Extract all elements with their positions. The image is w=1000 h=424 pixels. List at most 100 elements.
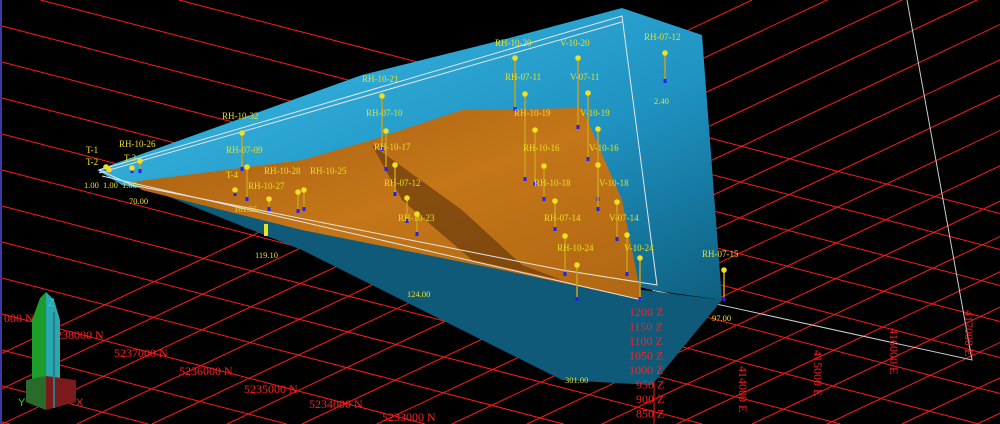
drillhole-collar[interactable] (562, 233, 568, 239)
drillhole-collar[interactable] (522, 91, 528, 97)
drillhole-collar[interactable] (295, 189, 301, 195)
grid-line (2, 205, 841, 424)
drillhole-collar[interactable] (575, 55, 581, 61)
assay-interval (302, 207, 306, 211)
drillhole-collar[interactable] (392, 162, 398, 168)
northing-label: 5233000 N (382, 410, 436, 424)
assay-interval (267, 207, 271, 211)
axis-x-label: X (76, 397, 84, 409)
depth-value-label: 1.00 (84, 180, 99, 190)
northing-label: 5235000 N (244, 382, 298, 396)
drillhole-collar[interactable] (574, 262, 580, 268)
easting-label: 417000 E (962, 310, 976, 356)
drillhole-collar[interactable] (232, 187, 238, 193)
assay-interval (296, 209, 300, 213)
drillhole-collar[interactable] (532, 127, 538, 133)
drillhole-collar[interactable] (541, 163, 547, 169)
drillhole-collar[interactable] (662, 50, 668, 56)
drillhole-label: RH-07-14 (544, 213, 581, 223)
assay-interval (638, 297, 642, 301)
easting-label: 414000 E (736, 366, 750, 412)
elevation-label: 1000 Z (629, 363, 663, 377)
drillhole-collar[interactable] (244, 164, 250, 170)
assay-interval (542, 197, 546, 201)
axis-y-label: Y (18, 397, 26, 409)
assay-interval (615, 237, 619, 241)
drillhole-collar[interactable] (637, 255, 643, 261)
drillhole-collar[interactable] (414, 211, 420, 217)
drillhole-label: V-10-24 (624, 243, 654, 253)
axis-z-label: Z (48, 297, 55, 309)
grid-line (676, 271, 1000, 424)
drillhole-collar[interactable] (266, 196, 272, 202)
drillhole-collar[interactable] (379, 93, 385, 99)
drillhole-label: RH-07-12 (384, 178, 421, 188)
assay-interval (513, 107, 517, 111)
drillhole-collar[interactable] (137, 158, 143, 164)
grid-line (2, 241, 703, 424)
drillhole-collar[interactable] (404, 195, 410, 201)
northing-label: 5236000 N (179, 364, 233, 378)
depth-value-label: 124.00 (407, 289, 430, 299)
grid-line (901, 377, 1000, 424)
drillhole-collar[interactable] (721, 267, 727, 273)
drillhole-label: V-10-20 (560, 38, 590, 48)
northing-label: 5234000 N (309, 397, 363, 411)
grid-line (751, 306, 1000, 424)
bounding-box-edge (651, 0, 973, 361)
depth-value-label: 70.00 (129, 196, 148, 206)
drillhole-label: V-10-18 (599, 178, 629, 188)
elevation-label: 1200 Z (629, 305, 663, 319)
easting-label: 415000 E (811, 350, 825, 396)
drillhole-label: RH-10-24 (557, 243, 594, 253)
northing-label: 5238000 N (50, 328, 104, 342)
drillhole-label: RH-10-21 (362, 74, 399, 84)
drillhole-label: RH-10-18 (534, 178, 571, 188)
drillhole-collar[interactable] (624, 232, 630, 238)
axis-gizmo[interactable]: Z Y X (18, 292, 84, 410)
elevation-label: 850 Z (636, 407, 664, 421)
depth-value-label: 1.00 (122, 180, 137, 190)
drillhole-collar[interactable] (614, 199, 620, 205)
drillhole-label: RH-10-28 (264, 166, 301, 176)
assay-interval (384, 167, 388, 171)
assay-interval (405, 219, 409, 223)
drillhole-label: RH-10-16 (523, 143, 560, 153)
assay-interval (130, 169, 134, 173)
drillhole-collar[interactable] (106, 167, 112, 173)
drillhole-label: RH-10-20 (495, 38, 532, 48)
elevation-label: 900 Z (636, 392, 664, 406)
drillhole-collar[interactable] (552, 198, 558, 204)
depth-value-label: 119.10 (255, 250, 278, 260)
drillhole-collar[interactable] (383, 128, 389, 134)
drillhole-label: RH-10-26 (119, 139, 156, 149)
drillhole-collar[interactable] (585, 90, 591, 96)
drillhole-collar[interactable] (129, 165, 135, 171)
drillhole-collar[interactable] (595, 126, 601, 132)
elevation-label: 1100 Z (629, 334, 663, 348)
assay-interval (245, 197, 249, 201)
depth-value-label: 2.40 (654, 96, 669, 106)
assay-interval (533, 182, 537, 186)
assay-interval (233, 192, 237, 196)
assay-interval (663, 79, 667, 83)
drillhole-label: V-07-11 (570, 72, 599, 82)
drillhole-collar[interactable] (301, 187, 307, 193)
drillhole-collar[interactable] (595, 162, 601, 168)
drillhole-label: T-4 (226, 170, 239, 180)
assay-interval (380, 147, 384, 151)
drillhole-collar[interactable] (239, 130, 245, 136)
grid-line (826, 341, 1000, 424)
northing-label: 5237000 N (114, 346, 168, 360)
drillhole-label: RH-07-15 (702, 249, 739, 259)
drillhole-label: V-10-19 (580, 108, 610, 118)
elevation-label: 1050 Z (629, 349, 663, 363)
assay-interval (722, 297, 726, 301)
depth-value-label: 161.55 (234, 204, 257, 214)
drillhole-collar[interactable] (512, 55, 518, 61)
ore-body (132, 108, 642, 300)
drillhole-label: RH-07-10 (366, 108, 403, 118)
depth-value-label: 301.00 (565, 375, 588, 385)
